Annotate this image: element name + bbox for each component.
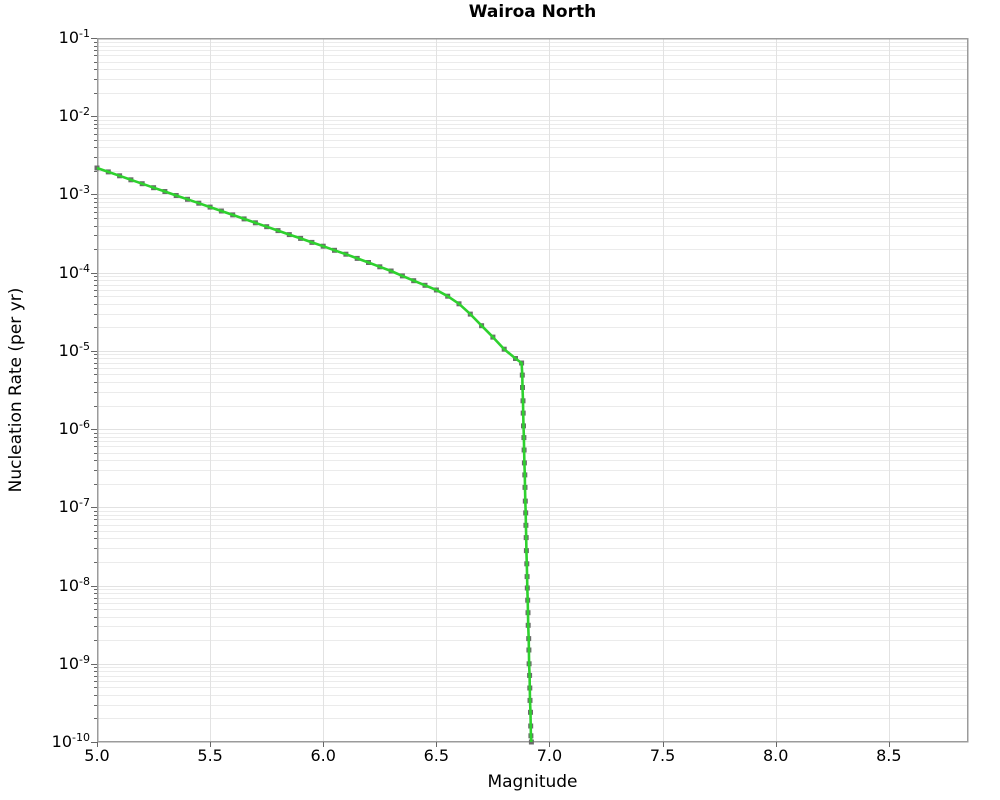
y-tick-label: 10-1 [58, 27, 90, 47]
x-tick-label: 8.5 [876, 746, 902, 765]
y-tick-label: 10-2 [58, 105, 90, 126]
x-axis-tick-labels: 5.0 5.5 6.0 6.5 7.0 7.5 8.0 8.5 [84, 746, 968, 770]
y-tick-label: 10-8 [58, 574, 90, 595]
y-axis-tick-labels: 10-1 10-2 10-3 10-4 10-5 10-6 10-7 10-8 10-9 10-1… [0, 28, 90, 750]
y-tick-label: 10-5 [58, 339, 90, 360]
x-tick-label: 5.0 [84, 746, 110, 765]
x-tick-label: 5.5 [197, 746, 223, 765]
plot-spines [96, 37, 969, 743]
y-tick-label: 10-9 [58, 652, 90, 673]
x-tick-label: 6.5 [423, 746, 450, 765]
series-line [96, 166, 533, 743]
x-axis-label: Magnitude [487, 772, 578, 792]
y-tick-label: 10-4 [58, 261, 90, 282]
x-tick-label: 7.5 [649, 746, 676, 765]
y-tick-label: 10-7 [58, 496, 90, 517]
y-tick-label: 10-10 [51, 731, 90, 751]
x-tick-label: 7.0 [536, 746, 563, 765]
series-markers [94, 165, 534, 745]
y-tick-label: 10-3 [58, 183, 90, 204]
chart-title: Wairoa North [468, 2, 597, 22]
x-tick-label: 8.0 [762, 746, 789, 765]
x-tick-label: 6.0 [310, 746, 336, 765]
y-tick-label: 10-6 [58, 418, 90, 439]
